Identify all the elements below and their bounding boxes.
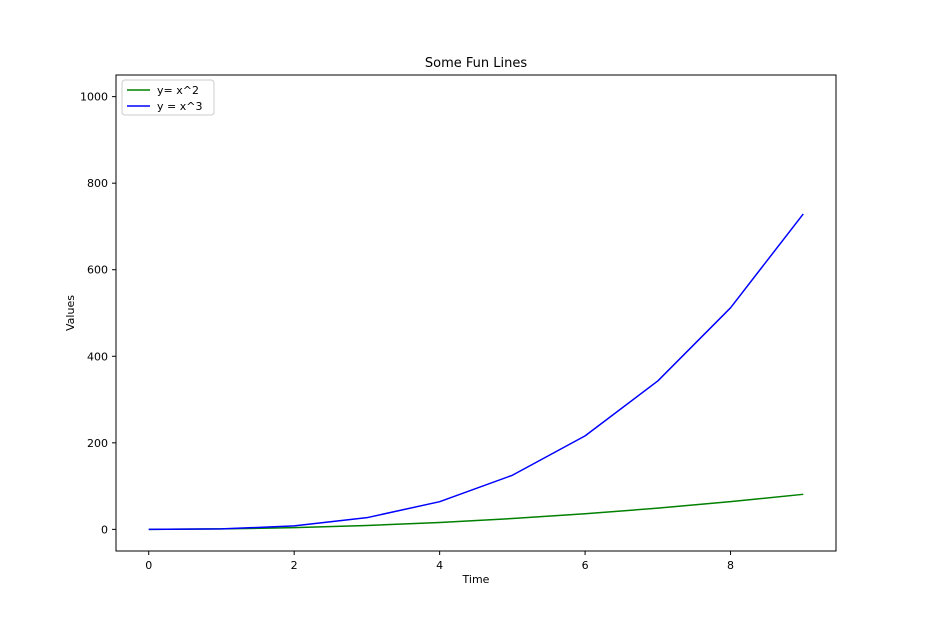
y-tick-label: 200 — [87, 437, 108, 450]
legend-label-2: y = x^3 — [157, 100, 202, 113]
chart-title: Some Fun Lines — [425, 56, 527, 71]
x-axis-label: Time — [462, 573, 490, 586]
legend: y= x^2 y = x^3 — [121, 79, 215, 116]
series-line-2 — [148, 213, 804, 531]
y-tick-label: 1000 — [80, 91, 108, 104]
y-axis: 0 200 400 600 800 1000 — [80, 91, 116, 536]
x-tick-label: 0 — [145, 559, 152, 572]
x-tick-label: 4 — [436, 559, 443, 572]
y-tick-label: 400 — [87, 350, 108, 363]
series-line-1 — [148, 493, 804, 531]
legend-label-1: y= x^2 — [157, 84, 199, 97]
x-axis: 0 2 4 6 8 — [145, 551, 734, 572]
plot-area — [115, 74, 837, 552]
x-tick-label: 6 — [582, 559, 589, 572]
axes-frame — [115, 74, 837, 552]
x-tick-label: 2 — [291, 559, 298, 572]
y-axis-label: Values — [64, 295, 77, 331]
y-tick-label: 800 — [87, 177, 108, 190]
y-tick-label: 0 — [101, 523, 108, 536]
x-tick-label: 8 — [727, 559, 734, 572]
y-tick-label: 600 — [87, 264, 108, 277]
